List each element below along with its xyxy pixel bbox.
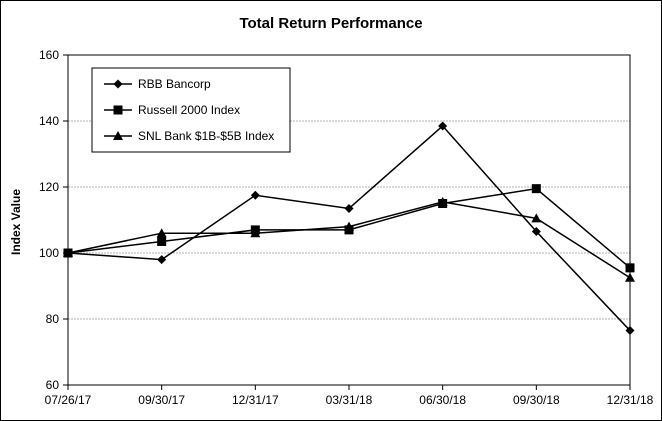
legend-marker xyxy=(113,131,123,140)
data-point-snl-bank-1b-5b-index xyxy=(344,221,354,231)
axes: 60 80 100 120 140 160 07/26/17 09/30/17 12/31/17… xyxy=(39,48,654,407)
x-tick-label: 12/31/17 xyxy=(232,393,279,407)
data-point-snl-bank-1b-5b-index xyxy=(63,248,73,257)
legend-label: RBB Bancorp xyxy=(138,77,211,91)
data-point-snl-bank-1b-5b-index xyxy=(437,196,448,206)
chart-title: Total Return Performance xyxy=(239,15,422,32)
y-tick-label: 60 xyxy=(46,378,60,392)
x-tick-label: 07/26/17 xyxy=(45,393,92,407)
x-tick-label: 06/30/18 xyxy=(419,393,466,407)
x-tick-label: 12/31/18 xyxy=(607,393,654,407)
y-tick-label: 100 xyxy=(39,246,59,260)
x-tick-label: 03/31/18 xyxy=(326,393,373,407)
series-group xyxy=(63,121,635,336)
data-point-russell-2000-index xyxy=(157,236,167,246)
y-tick-label: 140 xyxy=(39,114,59,128)
data-point-snl-bank-1b-5b-index xyxy=(250,228,261,238)
y-axis-label: Index Value xyxy=(9,189,23,255)
series-line-snl-bank-1b-5b-index xyxy=(67,201,631,279)
data-point-rbb-bancorp xyxy=(250,190,260,200)
data-point-rbb-bancorp xyxy=(157,255,167,265)
data-point-snl-bank-1b-5b-index xyxy=(531,213,542,223)
x-tick-label: 09/30/18 xyxy=(513,393,560,407)
gridlines xyxy=(68,120,630,320)
series-snl-bank-1b-5b-index xyxy=(63,196,635,282)
x-tick-label: 09/30/17 xyxy=(138,393,185,407)
data-point-russell-2000-index xyxy=(625,263,635,273)
legend-label: Russell 2000 Index xyxy=(138,103,240,117)
data-point-rbb-bancorp xyxy=(625,326,635,336)
data-point-rbb-bancorp xyxy=(438,121,448,131)
y-tick-label: 160 xyxy=(39,48,59,62)
data-point-russell-2000-index xyxy=(531,184,541,194)
y-tick-label: 80 xyxy=(46,312,60,326)
legend-marker xyxy=(113,105,123,115)
data-point-snl-bank-1b-5b-index xyxy=(156,228,167,238)
legend-marker xyxy=(113,79,123,89)
data-point-rbb-bancorp xyxy=(531,227,541,237)
legend: RBB Bancorp Russell 2000 Index SNL Bank $1… xyxy=(91,67,291,153)
y-tick-label: 120 xyxy=(39,180,59,194)
legend-label: SNL Bank $1B-$5B Index xyxy=(138,129,274,143)
data-point-snl-bank-1b-5b-index xyxy=(625,272,635,282)
data-point-rbb-bancorp xyxy=(344,203,354,213)
